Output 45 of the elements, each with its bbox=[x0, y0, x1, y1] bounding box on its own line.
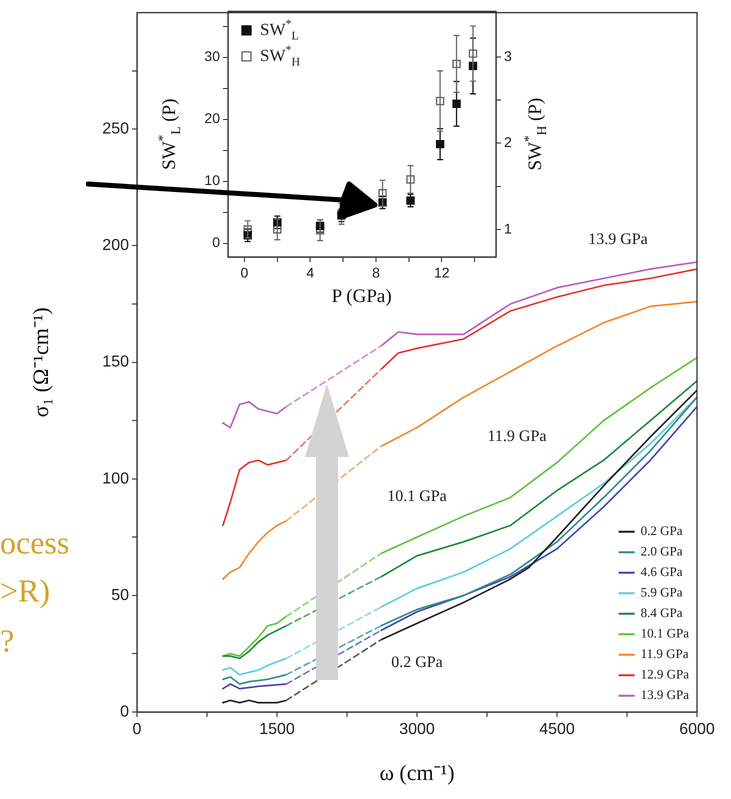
x-tick-label: 4 bbox=[306, 264, 314, 280]
annotation: 10.1 GPa bbox=[387, 488, 447, 506]
y2-axis-title: SW*H (P) bbox=[520, 98, 550, 171]
text: >R) bbox=[0, 572, 50, 608]
legend-label: 12.9 GPa bbox=[640, 666, 690, 682]
x-tick-label: 0 bbox=[240, 264, 249, 280]
legend-label: SW*H bbox=[260, 42, 300, 68]
y-tick-label: 150 bbox=[102, 354, 130, 371]
y-tick-label: 200 bbox=[102, 237, 130, 254]
legend-label: 2.0 GPa bbox=[640, 544, 683, 559]
x-tick-label: 8 bbox=[372, 264, 380, 280]
annotation: 11.9 GPa bbox=[488, 428, 546, 446]
y-tick-label: 0 bbox=[120, 703, 130, 720]
legend-label: 11.9 GPa bbox=[640, 646, 689, 662]
legend-label: SW*L bbox=[260, 16, 299, 42]
y-tick-label: 250 bbox=[102, 120, 130, 138]
x-tick-label: 6000 bbox=[679, 721, 715, 738]
x-tick-label: 12 bbox=[434, 264, 450, 280]
x-axis-title: P (GPa) bbox=[332, 286, 392, 307]
annotation: 13.9 GPa bbox=[588, 231, 648, 248]
legend-label: 10.1 GPa bbox=[640, 626, 690, 641]
y2-tick-label: 3 bbox=[504, 48, 512, 64]
annotation: 0.2 GPa bbox=[391, 654, 443, 672]
x-tick-label: 3000 bbox=[399, 721, 435, 738]
x-tick-label: 4500 bbox=[539, 721, 575, 738]
y-tick-label: 50 bbox=[111, 586, 130, 604]
text: ocess bbox=[0, 524, 70, 560]
x-tick-label: 0 bbox=[132, 721, 142, 738]
legend-label: 13.9 GPa bbox=[640, 687, 690, 702]
y2-tick-label: 1 bbox=[504, 220, 512, 236]
y-tick-label: 30 bbox=[204, 48, 220, 64]
legend-label: 0.2 GPa bbox=[640, 523, 683, 538]
y-tick-label: 0 bbox=[212, 234, 220, 250]
x-tick-label: 1500 bbox=[259, 721, 295, 738]
y-axis-title: σ₁ (Ω⁻¹cm⁻¹) bbox=[28, 307, 53, 418]
text: ? bbox=[0, 622, 14, 658]
y-tick-label: 10 bbox=[204, 172, 220, 188]
y-tick-label: 20 bbox=[204, 110, 220, 126]
legend-label: 8.4 GPa bbox=[640, 605, 683, 620]
y-axis-title: SW*L (P) bbox=[154, 98, 184, 170]
x-axis-title: ω (cm⁻¹) bbox=[379, 760, 455, 785]
y-tick-label: 100 bbox=[102, 470, 130, 488]
y2-tick-label: 2 bbox=[504, 134, 512, 150]
legend-label: 4.6 GPa bbox=[640, 564, 683, 580]
legend-label: 5.9 GPa bbox=[640, 584, 683, 600]
